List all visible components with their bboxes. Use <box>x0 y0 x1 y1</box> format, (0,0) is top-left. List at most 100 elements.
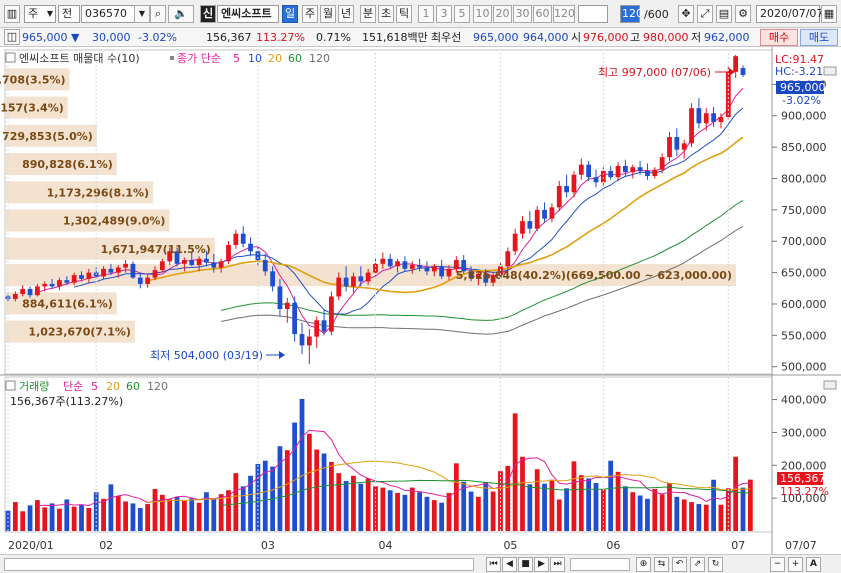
date-input[interactable]: 2020/07/07 <box>756 5 823 23</box>
candle-body <box>637 167 643 171</box>
market-select[interactable]: 주 ▼ <box>24 5 56 23</box>
minute-option-1-label: 1 <box>422 7 430 20</box>
y-tick-label: 500,000 <box>781 361 827 374</box>
scroll-stop-icon[interactable]: ■ <box>518 557 533 572</box>
crosshair-icon[interactable]: ✥ <box>678 5 694 23</box>
print-icon[interactable]: ▤ <box>716 5 732 23</box>
tab-period-year[interactable]: 년 <box>338 5 354 23</box>
count-input[interactable]: 120 <box>620 5 643 23</box>
market2-select[interactable]: 전 <box>58 5 80 23</box>
minute-option-60[interactable]: 60 <box>533 5 552 23</box>
sound-icon[interactable]: 🔈 <box>168 5 194 23</box>
zoom-slider[interactable] <box>570 558 630 571</box>
price-scroll-up-icon[interactable] <box>823 66 837 76</box>
ma120-line <box>221 226 744 335</box>
candle-body <box>20 288 26 294</box>
volume-bar <box>520 456 525 531</box>
last-price-tag <box>776 81 824 94</box>
minute-option-5[interactable]: 5 <box>454 5 470 23</box>
scroll-last-icon[interactable]: ⏭ <box>550 557 565 572</box>
scroll-next-icon[interactable]: ▶ <box>534 557 549 572</box>
undo-icon[interactable]: ↶ <box>672 557 687 572</box>
compare-icon[interactable]: ⇆ <box>654 557 669 572</box>
settings-icon[interactable]: ⚙ <box>735 5 751 23</box>
count-value: 120 <box>622 7 643 20</box>
stock-chart[interactable]: 514,708(3.5%) 489,157(3.4%) 729,853(5.0%) 8… <box>0 47 841 554</box>
candle-body <box>343 277 349 287</box>
minute-option-120[interactable]: 120 <box>553 5 575 23</box>
zoom-icon[interactable]: ⊕ <box>636 557 651 572</box>
zoom-in-icon[interactable]: + <box>788 557 803 572</box>
volume-profile-label: 514,708(3.5%) <box>0 73 66 86</box>
zoom-out-icon[interactable]: − <box>770 557 785 572</box>
quote-toggle-icon[interactable]: ◫ <box>4 29 20 45</box>
candle-body <box>365 272 371 282</box>
volume-y-tick-label: 400,000 <box>781 394 827 407</box>
candle-body <box>218 261 224 268</box>
search-icon[interactable]: ⌕ <box>150 5 166 23</box>
price-change-pct: -3.02% <box>138 31 177 44</box>
best-bid: 964,000 <box>523 31 569 44</box>
volume-scroll-up-icon[interactable] <box>823 380 837 390</box>
minute-option-3[interactable]: 3 <box>436 5 452 23</box>
volume-bar <box>86 508 92 531</box>
volume-profile-label: 5,826,648(40.2%)(669,500.00 ~ 623,000.00… <box>456 269 732 282</box>
down-arrow-icon: ▼ <box>71 31 80 44</box>
tab-period-year-label: 년 <box>340 7 352 20</box>
volume-bar <box>336 473 342 531</box>
candle-body <box>718 117 724 123</box>
stock-code-input[interactable]: 036570 <box>81 5 135 23</box>
sell-button[interactable]: 매도 <box>800 29 838 46</box>
volume-bar <box>586 478 592 531</box>
tab-period-second[interactable]: 초 <box>378 5 394 23</box>
panel-toggle-icon[interactable] <box>5 52 16 63</box>
volume-bar <box>652 488 658 531</box>
tab-period-day[interactable]: 일 <box>282 5 298 23</box>
time-scrollbar[interactable] <box>4 558 474 571</box>
draw-line-icon[interactable]: ⤢ <box>697 5 713 23</box>
minute-option-30[interactable]: 30 <box>513 5 532 23</box>
candle-body <box>490 275 496 283</box>
ma-label: 종가 단순 <box>177 52 221 65</box>
candle-body <box>402 261 408 269</box>
volume-bar <box>468 491 474 531</box>
candle-body <box>42 283 48 287</box>
chart-grid <box>0 47 841 554</box>
tab-period-month[interactable]: 월 <box>320 5 336 23</box>
calendar-icon[interactable]: ▦ <box>821 5 837 23</box>
volume-profile-bar <box>6 292 117 315</box>
candlestick-series <box>5 54 746 365</box>
custom-interval-input[interactable] <box>578 5 608 23</box>
volume-bar <box>711 479 716 531</box>
volume-y-tick-label: 200,000 <box>781 459 827 472</box>
badge-label: 신 <box>202 7 214 20</box>
volume-bar <box>167 499 173 531</box>
scroll-first-icon[interactable]: ⏮ <box>486 557 501 572</box>
minute-option-10[interactable]: 10 <box>473 5 492 23</box>
volume-bar <box>534 469 540 531</box>
minute-option-1[interactable]: 1 <box>418 5 434 23</box>
tab-period-week[interactable]: 주 <box>302 5 318 23</box>
tab-period-tick[interactable]: 틱 <box>396 5 412 23</box>
volume-panel-toggle-icon[interactable] <box>5 380 16 391</box>
volume-bar <box>130 503 136 531</box>
buy-button[interactable]: 매수 <box>760 29 798 46</box>
refresh-icon[interactable]: ↻ <box>708 557 723 572</box>
minute-option-20[interactable]: 20 <box>493 5 512 23</box>
volume-bar <box>20 511 26 531</box>
volume-bar <box>674 496 680 531</box>
scroll-prev-icon[interactable]: ◀ <box>502 557 517 572</box>
candle-body <box>674 137 680 150</box>
candle-body <box>299 334 305 346</box>
code-dropdown-button[interactable]: ▼ <box>134 5 150 23</box>
candle-body <box>696 108 702 124</box>
volume-profile-label: 1,173,296(8.1%) <box>47 186 150 199</box>
high-annotation: 최고 997,000 (07/06) <box>598 66 711 79</box>
tab-period-minute[interactable]: 분 <box>360 5 376 23</box>
candle-body <box>270 271 275 287</box>
chart-type-icon[interactable]: ▥ <box>4 5 20 23</box>
font-size-icon[interactable]: A <box>806 557 821 572</box>
share-icon[interactable]: ⇗ <box>690 557 705 572</box>
candle-body <box>211 262 217 268</box>
candle-body <box>284 302 290 309</box>
